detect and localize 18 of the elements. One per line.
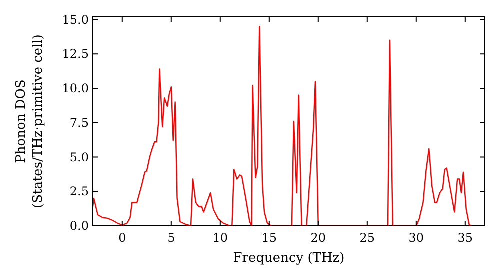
y-tick-label: 5.0 (70, 150, 89, 164)
x-tick-label: 35 (458, 231, 474, 245)
y-tick-label: 2.5 (70, 184, 89, 199)
x-axis-title: Frequency (THz) (233, 251, 345, 266)
y-tick-label: 12.5 (62, 47, 89, 62)
line-series (93, 26, 472, 226)
x-tick-label: 15 (262, 231, 278, 245)
y-tick-label: 7.5 (70, 116, 89, 130)
x-tick-label: 30 (408, 231, 424, 245)
y-tick-label: 15.0 (62, 12, 89, 27)
x-tick-label: 20 (310, 231, 326, 245)
x-tick-label: 5 (168, 231, 176, 245)
y-tick-label: 10.0 (62, 82, 89, 96)
y-axis-title: Phonon DOS (States/THz·primitive cell) (14, 34, 46, 209)
x-tick-label: 10 (212, 231, 228, 245)
x-tick-label: 0 (118, 231, 126, 245)
y-tick-label: 0.0 (70, 219, 89, 233)
x-tick-label: 25 (360, 231, 376, 245)
